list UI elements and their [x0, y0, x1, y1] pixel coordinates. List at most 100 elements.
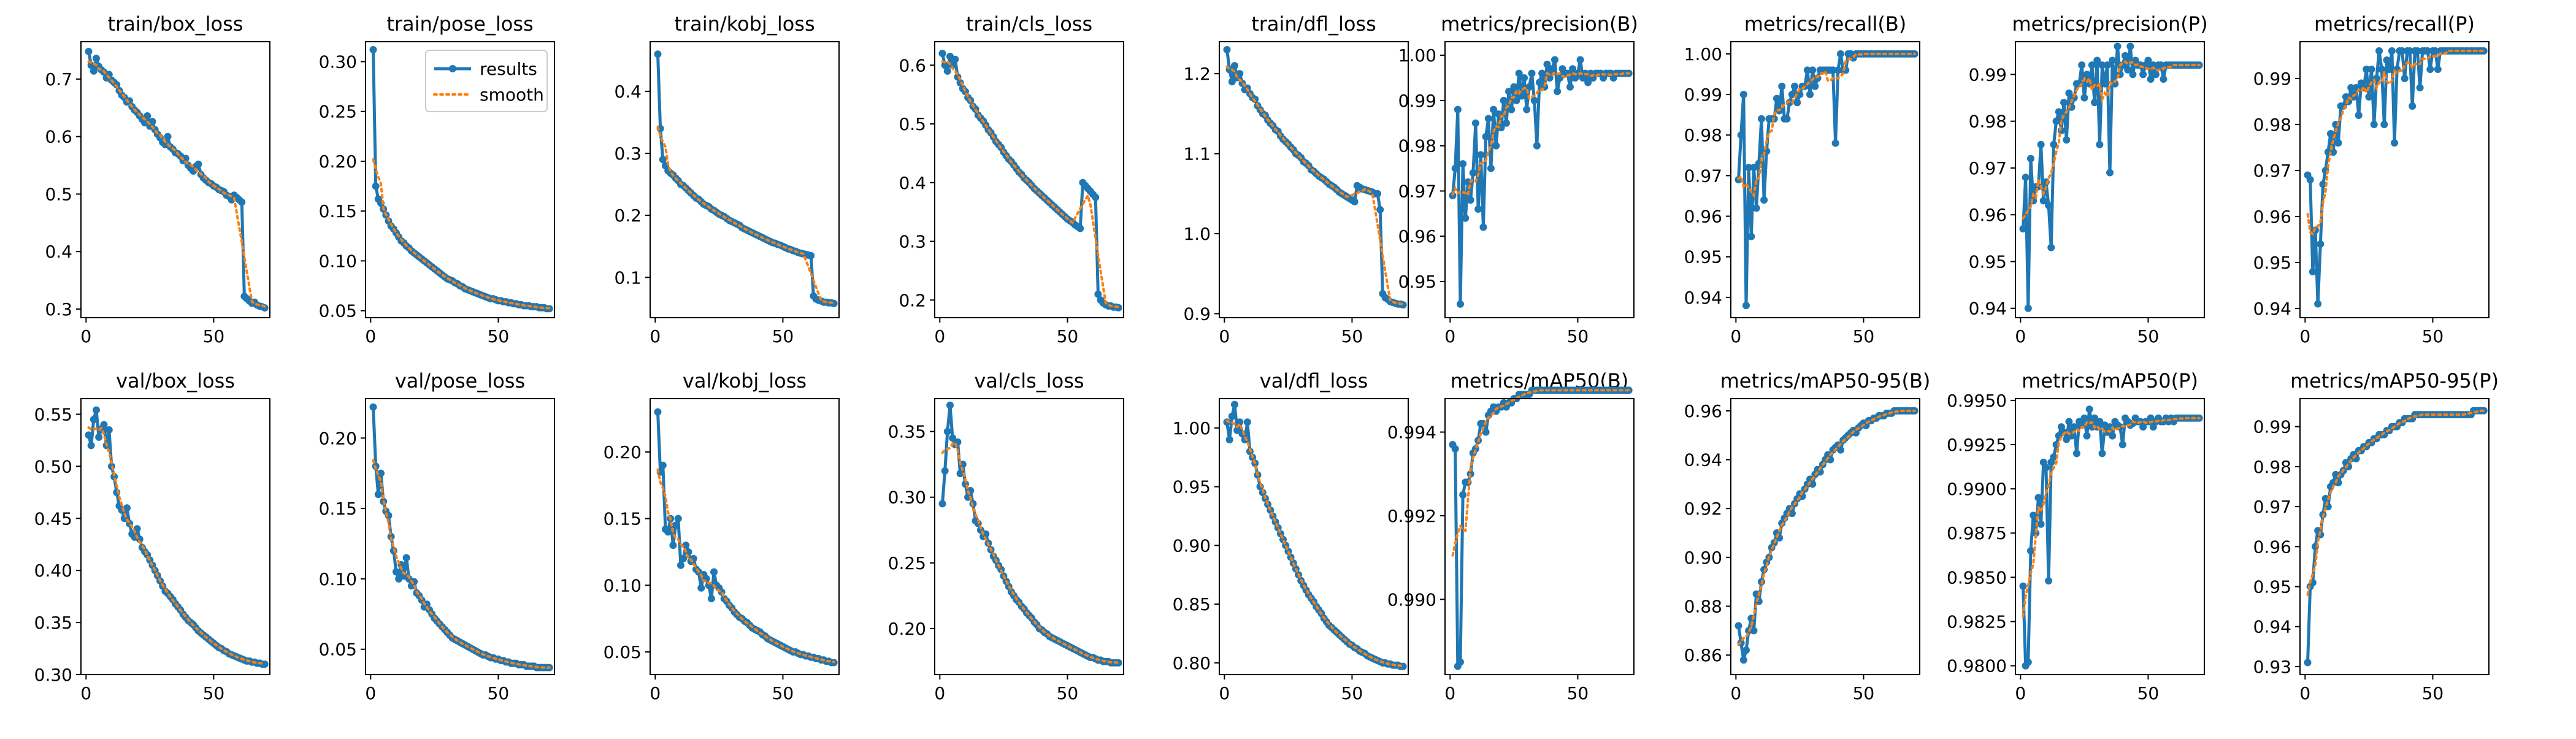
results-point: [1831, 139, 1839, 147]
results-point: [2367, 66, 2375, 73]
results-point: [2093, 56, 2101, 64]
results-point: [2047, 243, 2055, 251]
smooth-line: [1451, 389, 1630, 557]
subplot-16: metrics/mAP50(P) 0.9800 0.9825 0.9850 0.9875…: [1947, 369, 2205, 703]
results-point: [2401, 75, 2409, 82]
results-point: [2317, 240, 2325, 248]
y-tick-label: 0.96: [1398, 226, 1436, 247]
results-point: [2109, 432, 2117, 440]
results-point: [2375, 47, 2383, 55]
results-point: [2480, 47, 2488, 55]
results-point: [2118, 441, 2126, 448]
y-tick-label: 0.98: [2253, 115, 2291, 135]
smooth-line: [1737, 52, 1916, 199]
results-point: [1456, 658, 1464, 666]
x-tick-label: 50: [772, 683, 794, 703]
results-point: [1092, 193, 1100, 201]
results-point: [982, 530, 990, 538]
results-point: [2416, 84, 2424, 91]
results-point: [1783, 115, 1791, 123]
subplot-title: metrics/mAP50-95(B): [1720, 369, 1931, 392]
y-tick-label: 0.3: [614, 144, 642, 164]
results-point: [2091, 99, 2099, 107]
y-tick-label: 0.98: [1398, 136, 1436, 156]
y-tick-label: 0.6: [45, 127, 72, 147]
x-tick-label: 50: [1567, 683, 1589, 703]
y-tick-label: 0.96: [2253, 207, 2291, 227]
y-tick-label: 0.10: [604, 575, 642, 595]
y-tick-label: 0.94: [1684, 450, 1722, 470]
results-point: [2147, 414, 2155, 422]
results-point: [2334, 139, 2342, 147]
x-tick-label: 0: [2299, 683, 2310, 703]
results-point: [2149, 61, 2157, 69]
x-tick-label: 50: [1853, 683, 1875, 703]
y-tick-label: 0.99: [1398, 91, 1436, 111]
subplot-title: metrics/precision(P): [2012, 12, 2207, 36]
results-line: [2306, 49, 2484, 305]
y-tick-label: 1.00: [1398, 45, 1436, 66]
smooth-line: [2022, 416, 2201, 618]
results-point: [2405, 47, 2413, 55]
results-point: [87, 61, 95, 69]
results-point: [1374, 190, 1382, 197]
results-point: [1760, 196, 1768, 204]
x-tick-label: 0: [80, 326, 91, 347]
results-point: [2365, 93, 2373, 101]
x-tick-label: 0: [934, 683, 945, 703]
y-tick-label: 0.80: [1173, 653, 1211, 673]
y-tick-label: 0.90: [1173, 535, 1211, 556]
y-tick-label: 0.96: [1969, 205, 2007, 225]
results-point: [369, 46, 377, 53]
results-point: [1551, 56, 1558, 64]
y-tick-label: 0.4: [45, 242, 72, 262]
results-point: [1554, 88, 1562, 96]
results-point: [144, 112, 151, 120]
x-tick-label: 50: [203, 326, 225, 347]
x-tick-label: 0: [650, 683, 661, 703]
results-point: [1569, 65, 1577, 73]
subplot-title: val/box_loss: [116, 369, 235, 392]
results-point: [680, 554, 688, 562]
results-point: [710, 568, 718, 576]
y-tick-label: 0.99: [1684, 85, 1722, 105]
results-point: [1477, 151, 1485, 159]
results-point: [1745, 164, 1753, 172]
results-line: [1451, 388, 1629, 668]
results-point: [943, 67, 951, 75]
results-point: [2152, 71, 2160, 78]
y-tick-label: 0.9: [1183, 304, 1211, 324]
y-tick-label: 0.20: [888, 619, 926, 639]
x-tick-label: 0: [1730, 326, 1741, 347]
x-tick-label: 50: [2422, 683, 2444, 703]
y-tick-label: 0.97: [1684, 166, 1722, 186]
x-tick-label: 50: [488, 683, 510, 703]
results-point: [956, 470, 964, 478]
results-point: [2129, 71, 2137, 78]
results-point: [2157, 61, 2165, 69]
results-point: [2032, 529, 2040, 537]
y-tick-label: 0.95: [1684, 247, 1722, 267]
x-tick-label: 50: [203, 683, 225, 703]
y-tick-label: 0.30: [888, 488, 926, 508]
results-line: [1736, 52, 1915, 307]
results-point: [2147, 75, 2155, 83]
subplot-4: train/dfl_loss 0.9 1.0 1.1 1.2 0 50: [1183, 12, 1409, 347]
results-point: [707, 595, 715, 603]
results-point: [123, 504, 131, 512]
y-tick-label: 0.20: [604, 442, 642, 462]
results-point: [1451, 445, 1459, 453]
y-tick-label: 0.15: [319, 201, 357, 221]
results-line: [1225, 403, 1403, 668]
results-point: [2103, 61, 2111, 69]
y-tick-label: 0.990: [1387, 589, 1436, 610]
subplot-1: train/pose_loss 0.05 0.10 0.15 0.20 0.25 0.30 0…: [319, 12, 555, 347]
y-tick-label: 0.98: [1969, 112, 2007, 132]
y-tick-label: 0.25: [888, 553, 926, 573]
subplot-7: metrics/precision(P) 0.94 0.95 0.96 0.97 0.98…: [1969, 12, 2208, 347]
results-point: [682, 542, 690, 549]
y-tick-label: 0.4: [614, 82, 642, 102]
results-point: [1576, 56, 1584, 64]
results-point: [2398, 47, 2406, 55]
x-tick-label: 50: [2137, 326, 2160, 347]
